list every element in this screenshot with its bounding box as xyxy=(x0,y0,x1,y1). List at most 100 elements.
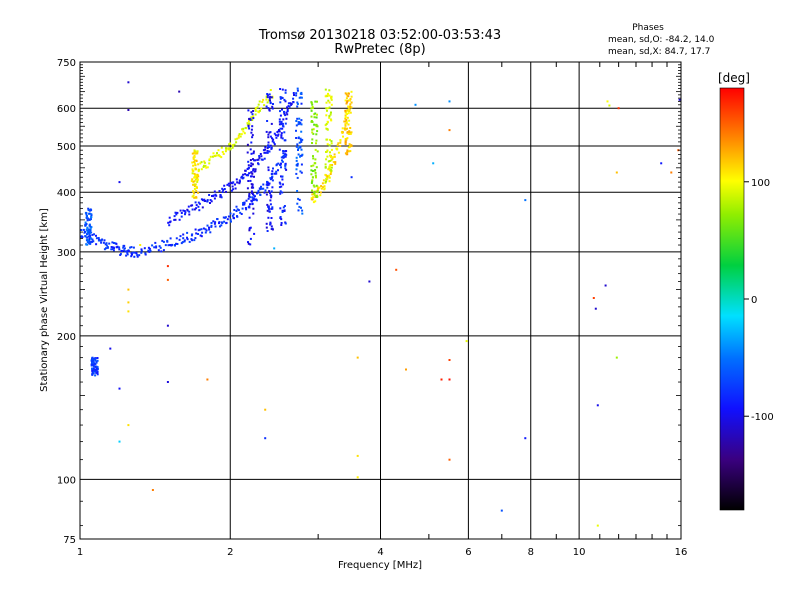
echo-point xyxy=(267,99,270,102)
echo-point xyxy=(345,97,348,100)
echo-point xyxy=(316,113,318,116)
echo-point xyxy=(250,164,253,167)
echo-point xyxy=(214,225,217,228)
echo-point xyxy=(144,252,147,255)
echo-point xyxy=(269,135,272,138)
echo-point xyxy=(349,132,352,135)
echo-point xyxy=(269,199,272,202)
echo-point xyxy=(206,378,209,381)
echo-point xyxy=(300,96,303,99)
echo-point xyxy=(176,211,179,214)
echo-point xyxy=(333,155,336,158)
echo-point xyxy=(251,119,254,121)
echo-point xyxy=(247,124,250,127)
echo-point xyxy=(263,157,266,160)
echo-point xyxy=(255,199,258,202)
echo-point xyxy=(249,226,252,229)
echo-point xyxy=(278,186,281,189)
echo-point xyxy=(278,118,281,121)
chart-title: Tromsø 20130218 03:52:00-03:53:43 xyxy=(258,28,501,43)
echo-point xyxy=(324,181,327,184)
echo-point xyxy=(201,206,204,209)
echo-point xyxy=(247,160,250,163)
echo-point xyxy=(284,114,287,117)
echo-point xyxy=(234,138,237,141)
echo-point xyxy=(91,369,94,372)
echo-point xyxy=(342,135,344,138)
echo-point xyxy=(295,172,298,175)
echo-point xyxy=(212,155,214,158)
echo-point xyxy=(155,245,158,248)
echo-point xyxy=(258,187,261,190)
echo-point xyxy=(327,93,329,96)
echo-point xyxy=(448,359,451,361)
echo-point xyxy=(249,237,252,240)
echo-point xyxy=(297,137,300,140)
echo-point xyxy=(349,103,352,106)
echo-point xyxy=(197,229,200,232)
echo-point xyxy=(271,175,274,178)
echo-point xyxy=(285,168,288,171)
echo-point xyxy=(310,182,313,184)
echo-point xyxy=(155,246,158,249)
echo-point xyxy=(280,175,282,178)
echo-point xyxy=(206,166,209,169)
echo-point xyxy=(241,175,243,178)
echo-point xyxy=(448,378,451,381)
echo-point xyxy=(219,195,222,198)
echo-point xyxy=(292,92,295,94)
echo-point xyxy=(299,155,301,158)
echo-point xyxy=(271,172,274,175)
echo-point xyxy=(225,190,227,193)
echo-point xyxy=(166,324,169,327)
echo-point xyxy=(347,132,350,135)
echo-point xyxy=(268,210,271,213)
echo-point xyxy=(349,98,352,101)
echo-point xyxy=(90,209,93,212)
echo-point xyxy=(235,178,238,181)
echo-point xyxy=(277,133,280,136)
echo-point xyxy=(350,101,353,104)
echo-point xyxy=(310,101,313,104)
echo-point xyxy=(202,166,205,168)
echo-point xyxy=(279,182,282,185)
echo-point xyxy=(193,159,196,162)
echo-point xyxy=(249,159,252,161)
echo-point xyxy=(316,150,319,153)
echo-point xyxy=(262,187,265,190)
echo-point xyxy=(191,161,194,164)
echo-point xyxy=(345,122,348,125)
echo-point xyxy=(110,246,113,248)
echo-point xyxy=(280,134,283,137)
echo-point xyxy=(225,148,228,151)
plot-grid xyxy=(80,62,681,539)
echo-point xyxy=(249,179,252,182)
echo-point xyxy=(615,171,618,174)
echo-point xyxy=(82,228,85,231)
echo-point xyxy=(88,231,91,234)
echo-point xyxy=(254,170,257,173)
echo-point xyxy=(246,122,249,125)
echo-point xyxy=(287,105,290,108)
echo-point xyxy=(194,228,197,231)
echo-point xyxy=(278,120,281,123)
echo-point xyxy=(231,214,234,217)
echo-point xyxy=(140,249,143,252)
echo-point xyxy=(282,125,285,128)
echo-point xyxy=(138,254,141,257)
echo-point xyxy=(253,159,256,162)
echo-point xyxy=(295,120,298,122)
echo-point xyxy=(129,246,132,249)
echo-point xyxy=(310,173,313,176)
echo-point xyxy=(345,102,348,105)
echo-point xyxy=(281,175,284,178)
echo-point xyxy=(326,128,329,131)
echo-point xyxy=(300,139,303,142)
echo-point xyxy=(118,387,121,390)
echo-point xyxy=(678,98,681,101)
echo-point xyxy=(320,185,323,187)
echo-point xyxy=(178,238,181,241)
echo-point xyxy=(275,136,278,139)
echo-point xyxy=(349,106,352,108)
echo-point xyxy=(268,97,271,100)
